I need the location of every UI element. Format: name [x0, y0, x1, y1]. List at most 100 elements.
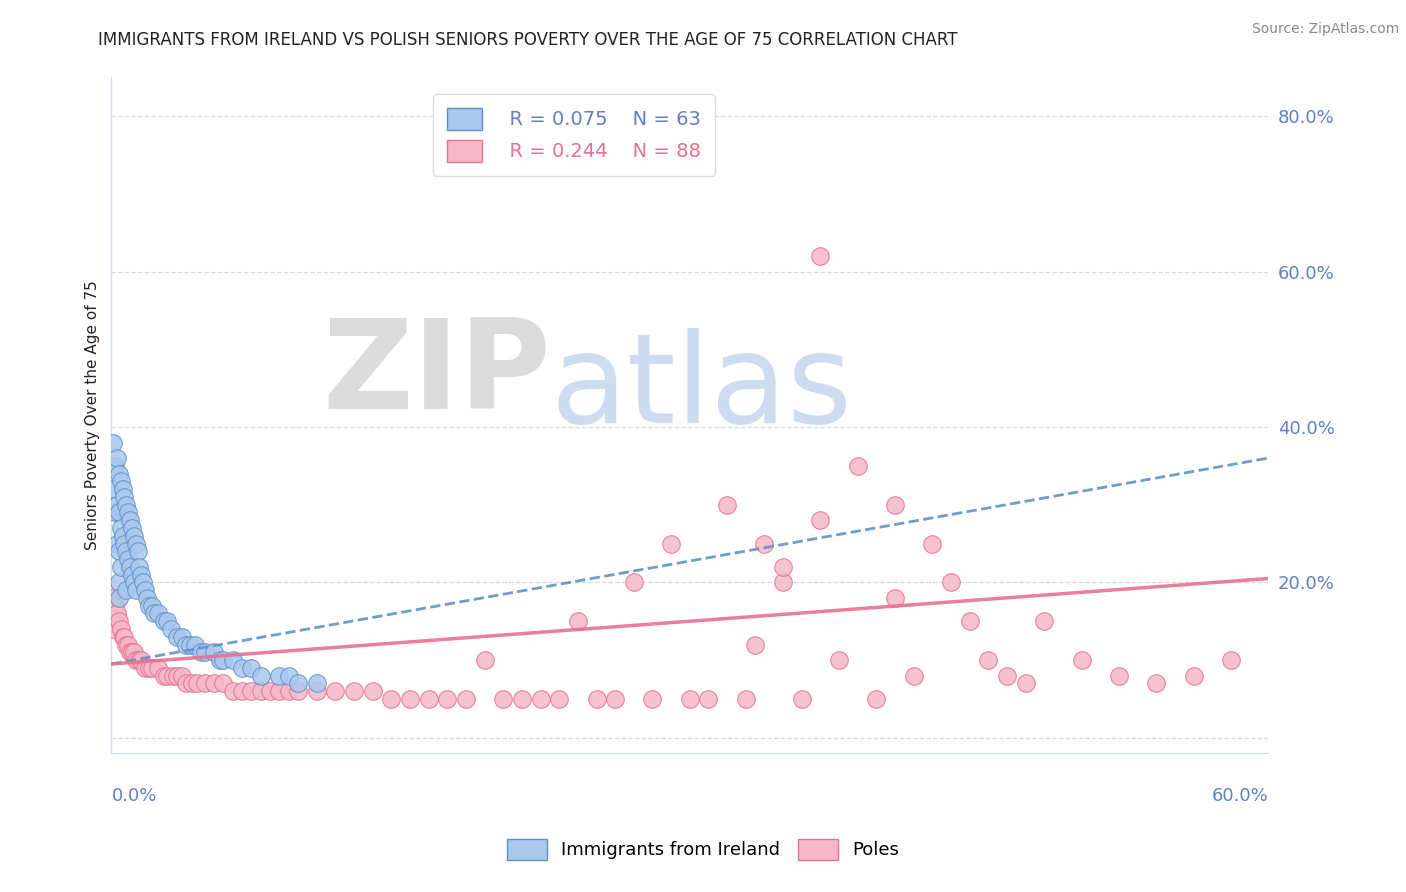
Point — [202, 676, 225, 690]
Text: ZIP: ZIP — [322, 314, 551, 435]
Point — [103, 482, 125, 496]
Point — [152, 668, 174, 682]
Point — [287, 684, 309, 698]
Point — [190, 645, 212, 659]
Point — [111, 529, 134, 543]
Point — [114, 536, 136, 550]
Point — [884, 591, 907, 605]
Point — [174, 638, 197, 652]
Point — [124, 653, 146, 667]
Point — [194, 676, 217, 690]
Point — [418, 692, 440, 706]
Point — [121, 645, 143, 659]
Point — [697, 692, 720, 706]
Point — [212, 676, 235, 690]
Point — [156, 668, 179, 682]
Point — [184, 638, 207, 652]
Y-axis label: Seniors Poverty Over the Age of 75: Seniors Poverty Over the Age of 75 — [86, 280, 100, 550]
Point — [921, 536, 943, 550]
Point — [939, 575, 962, 590]
Point — [110, 521, 132, 535]
Point — [846, 458, 869, 473]
Point — [129, 567, 152, 582]
Point — [104, 599, 127, 613]
Point — [172, 630, 194, 644]
Point — [152, 614, 174, 628]
Point — [146, 661, 169, 675]
Text: 0.0%: 0.0% — [111, 787, 157, 805]
Point — [141, 599, 163, 613]
Point — [141, 661, 163, 675]
Point — [143, 607, 166, 621]
Point — [221, 653, 243, 667]
Point — [108, 591, 131, 605]
Point — [269, 684, 291, 698]
Point — [903, 668, 925, 682]
Point — [162, 668, 184, 682]
Point — [105, 607, 128, 621]
Point — [492, 692, 515, 706]
Point — [772, 559, 794, 574]
Point — [567, 614, 589, 628]
Point — [115, 583, 138, 598]
Point — [160, 622, 183, 636]
Point — [399, 692, 422, 706]
Point — [1033, 614, 1056, 628]
Point — [623, 575, 645, 590]
Point — [585, 692, 607, 706]
Point — [108, 506, 131, 520]
Point — [166, 668, 188, 682]
Point — [138, 661, 160, 675]
Point — [103, 435, 125, 450]
Point — [174, 676, 197, 690]
Point — [212, 653, 235, 667]
Point — [240, 661, 263, 675]
Point — [208, 653, 231, 667]
Point — [240, 684, 263, 698]
Point — [772, 575, 794, 590]
Point — [474, 653, 496, 667]
Point — [124, 583, 146, 598]
Point — [1014, 676, 1036, 690]
Point — [679, 692, 702, 706]
Point — [132, 575, 155, 590]
Text: 60.0%: 60.0% — [1212, 787, 1268, 805]
Point — [259, 684, 281, 698]
Point — [111, 630, 134, 644]
Point — [108, 544, 131, 558]
Point — [754, 536, 776, 550]
Point — [380, 692, 402, 706]
Point — [129, 653, 152, 667]
Point — [641, 692, 664, 706]
Point — [186, 676, 208, 690]
Point — [865, 692, 887, 706]
Point — [1070, 653, 1092, 667]
Point — [884, 498, 907, 512]
Point — [108, 614, 131, 628]
Point — [977, 653, 1000, 667]
Point — [120, 559, 142, 574]
Point — [305, 676, 328, 690]
Point — [124, 536, 146, 550]
Point — [231, 684, 253, 698]
Point — [716, 498, 738, 512]
Text: atlas: atlas — [551, 328, 853, 449]
Point — [436, 692, 458, 706]
Point — [808, 249, 831, 263]
Point — [110, 559, 132, 574]
Point — [114, 630, 136, 644]
Point — [105, 451, 128, 466]
Point — [104, 506, 127, 520]
Point — [202, 645, 225, 659]
Point — [128, 559, 150, 574]
Point — [1182, 668, 1205, 682]
Point — [117, 638, 139, 652]
Point — [156, 614, 179, 628]
Point — [108, 575, 131, 590]
Point — [121, 567, 143, 582]
Point — [659, 536, 682, 550]
Point — [104, 458, 127, 473]
Point — [287, 676, 309, 690]
Point — [529, 692, 551, 706]
Point — [959, 614, 981, 628]
